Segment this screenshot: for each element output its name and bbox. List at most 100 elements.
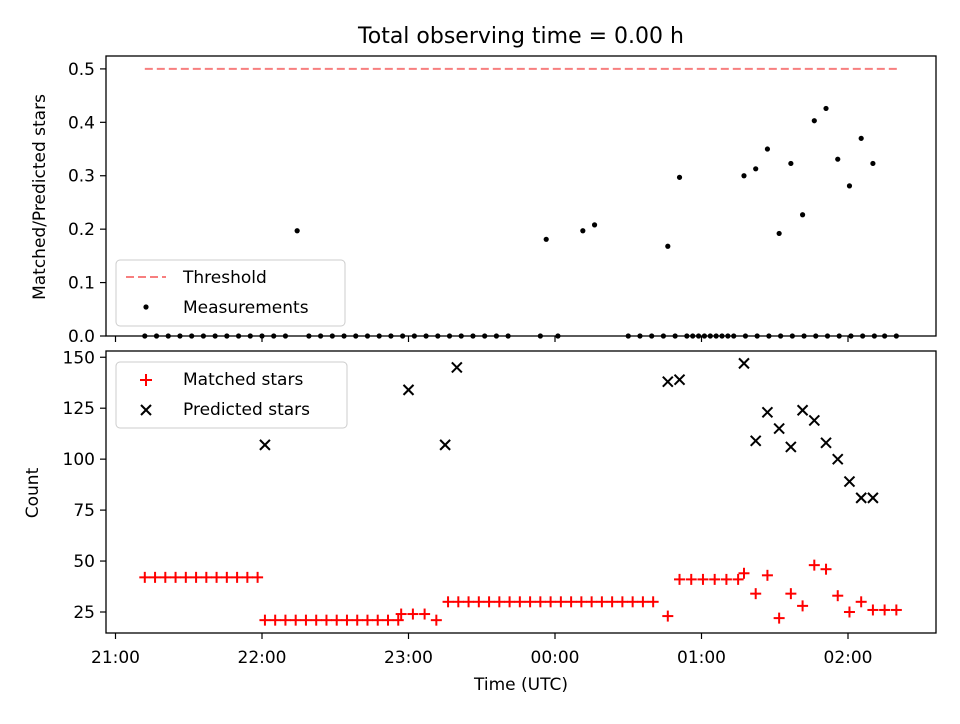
bottom-x-tick-label: 22:00 [238, 648, 287, 668]
measurement-point [811, 118, 817, 124]
measurement-point [799, 212, 806, 218]
matched-star-marker [159, 571, 171, 583]
matched-star-marker [463, 596, 475, 608]
matched-star-marker [493, 596, 505, 608]
matched-star-marker [200, 571, 212, 583]
matched-star-marker [331, 614, 343, 626]
matched-star-marker [524, 596, 536, 608]
matched-star-marker [843, 606, 855, 618]
measurement-point [776, 230, 782, 237]
measurement-point [294, 228, 300, 234]
predicted-star-marker [796, 404, 809, 416]
matched-star-marker [606, 596, 618, 608]
predicted-star-marker [820, 437, 832, 449]
matched-star-marker [773, 612, 785, 624]
matched-star-marker [442, 596, 454, 608]
matched-star-marker [820, 563, 832, 575]
matched-star-marker [320, 614, 332, 626]
bottom-x-ticks: 21:00 22:00 23:00 00:00 01:00 02:00 [91, 633, 873, 668]
matched-star-marker [279, 614, 291, 626]
bottom-axes-frame [105, 350, 937, 634]
predicted-star-marker [832, 453, 844, 465]
top-legend-box [115, 259, 346, 327]
bottom-y-tick-label: 50 [73, 552, 95, 572]
matched-star-marker [514, 596, 526, 608]
predicted-star-marker [259, 439, 271, 451]
matched-star-marker [627, 596, 639, 608]
matched-star-marker [252, 571, 264, 583]
matched-star-marker [259, 614, 271, 626]
bottom-panel: Count Time (UTC) 25 50 75 100 125 150 21:00 22… [23, 348, 937, 695]
matched-star-marker [341, 614, 353, 626]
top-y-tick-label: 0.3 [68, 167, 95, 187]
measurement-point [858, 135, 864, 141]
measurement-point [543, 236, 549, 242]
matched-star-marker [808, 559, 820, 571]
top-y-tick-label: 0.4 [68, 113, 95, 133]
matched-star-marker [452, 596, 464, 608]
matched-star-marker [483, 596, 495, 608]
bottom-y-tick-label: 125 [63, 399, 95, 419]
measurement-point [823, 105, 829, 112]
measurement-point [580, 228, 586, 234]
bottom-y-ticks: 25 50 75 100 125 150 [63, 348, 106, 623]
top-panel: Matched/Predicted stars 0.00.10.20.30.40… [30, 55, 937, 347]
matched-star-marker [392, 614, 404, 626]
matched-star-marker [867, 604, 879, 616]
top-x-ticks [114, 336, 849, 342]
bottom-x-tick-label: 02:00 [824, 648, 873, 668]
predicted-star-marker [402, 384, 415, 396]
matched-star-marker [473, 596, 485, 608]
matched-star-marker [419, 608, 431, 620]
matched-star-marker [565, 596, 577, 608]
matched-star-marker [149, 571, 161, 583]
matched-star-marker [139, 571, 151, 583]
matched-star-marker [596, 596, 608, 608]
matched-star-marker [738, 567, 750, 579]
chart-title: Total observing time = 0.00 h [357, 24, 684, 49]
bottom-y-tick-label: 150 [63, 348, 95, 368]
matched-star-marker [269, 614, 281, 626]
matched-star-marker [504, 596, 516, 608]
measurement-point [753, 166, 759, 172]
matched-star-marker [310, 614, 322, 626]
predicted-star-marker [673, 373, 686, 386]
predicted-star-marker [867, 492, 879, 504]
measurement-point [741, 173, 747, 179]
predicted-star-marker [808, 414, 821, 427]
matched-star-marker [545, 596, 557, 608]
matched-star-marker [685, 573, 697, 585]
matched-star-marker [709, 573, 721, 585]
measurement-point [846, 183, 853, 189]
matched-star-marker [300, 614, 312, 626]
predicted-star-marker [843, 475, 856, 488]
bottom-y-axis-label: Count [23, 467, 43, 518]
bottom-y-tick-label: 25 [73, 603, 95, 623]
legend-matched-label: Matched stars [183, 370, 303, 390]
predicted-star-marker [773, 422, 785, 435]
bottom-x-tick-label: 01:00 [677, 648, 726, 668]
predicted-star-marker [855, 492, 867, 504]
top-y-tick-label: 0.2 [68, 220, 95, 240]
measurement-point [665, 243, 671, 249]
measurement-point [591, 222, 598, 228]
matched-star-marker [662, 610, 674, 622]
bottom-legend: Matched stars Predicted stars [115, 361, 348, 429]
matched-star-marker [351, 614, 363, 626]
measurement-point [835, 156, 841, 162]
matched-star-marker [697, 573, 709, 585]
matched-star-marker [855, 596, 867, 608]
bottom-x-tick-label: 23:00 [384, 648, 433, 668]
bottom-y-tick-label: 75 [73, 501, 95, 521]
matched-star-marker [190, 571, 202, 583]
matched-star-marker [180, 571, 192, 583]
predicted-star-marker [439, 439, 451, 451]
matched-star-marker [586, 596, 598, 608]
matched-star-marker [647, 596, 659, 608]
matched-star-marker [890, 604, 902, 616]
matched-star-marker [761, 569, 773, 581]
matched-star-marker [372, 614, 384, 626]
matched-star-marker [674, 573, 686, 585]
matched-star-marker [720, 573, 732, 585]
